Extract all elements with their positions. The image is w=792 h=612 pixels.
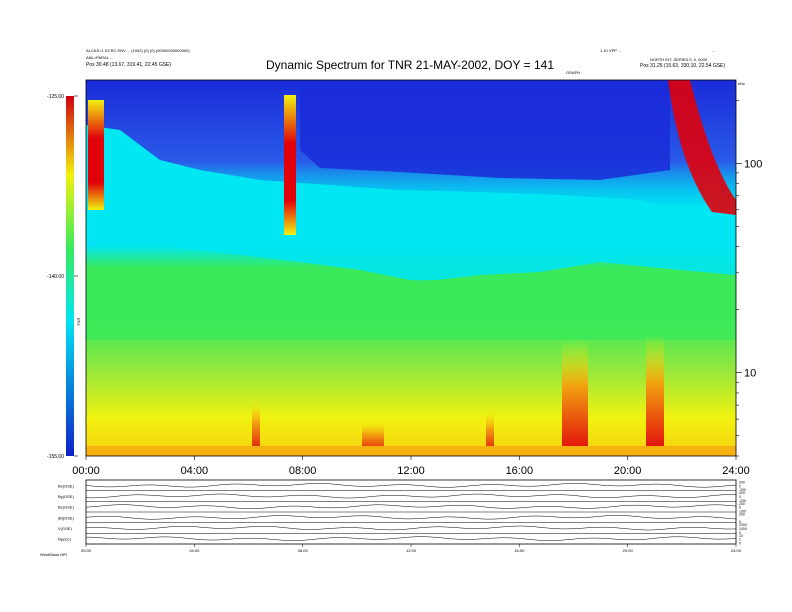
y-tick-label: 100 xyxy=(744,158,762,170)
header-right-line3: Pos 31.25 (15.63, 330.10, 22.54 GSE) xyxy=(640,63,726,69)
x-tick-label: 24:00 xyxy=(722,465,750,477)
header-center-small: GRAPH xyxy=(566,70,581,75)
panel-right-tick: 0 xyxy=(739,531,741,535)
colorbar-tick-label: -155.00 xyxy=(47,454,64,460)
lower-x-tick-label: 08:00 xyxy=(298,548,309,553)
red-arc xyxy=(668,80,736,215)
lower-x-tick-label: 12:00 xyxy=(406,548,417,553)
panel-label: V(GSE) xyxy=(58,526,72,531)
x-tick-label: 00:00 xyxy=(72,465,100,477)
lower-x-tick-label: 04:00 xyxy=(189,548,200,553)
panel-right-tick: 0 xyxy=(739,520,741,524)
y-tick-label: 10 xyxy=(744,368,756,380)
panel-right-tick: 10 xyxy=(739,534,743,538)
panel-right-tick: 200 xyxy=(739,502,745,506)
lower-x-tick-label: 20:00 xyxy=(623,548,634,553)
panel-right-tick: -200 xyxy=(739,488,746,492)
lower-x-tick-label: 16:00 xyxy=(514,548,525,553)
green-continuum xyxy=(86,280,736,340)
low-burst-21h xyxy=(646,335,664,456)
panel-trace xyxy=(85,515,737,520)
burst-column-morning xyxy=(284,95,296,235)
colorbar-label: TNR xyxy=(76,318,81,326)
colorbar-tick-label: -140.00 xyxy=(47,274,64,280)
deep-blue-core xyxy=(300,80,670,180)
panel-right-tick: 0 xyxy=(739,495,741,499)
panel-right-tick: -200 xyxy=(739,499,746,503)
low-burst-15h xyxy=(486,410,494,456)
panel-right-tick: 1000 xyxy=(739,527,747,531)
burst-column-early xyxy=(88,100,104,210)
x-tick-label: 20:00 xyxy=(614,465,642,477)
low-burst-06h xyxy=(252,400,260,456)
header-left-line1: ALCAS=1 DCRC ENV ... (1002) (0) (0) (000… xyxy=(86,48,190,53)
colorbar xyxy=(66,96,74,456)
spectrogram xyxy=(86,80,736,456)
chart-title: Dynamic Spectrum for TNR 21-MAY-2002, DO… xyxy=(265,58,554,72)
panel-label: |B|(GSE) xyxy=(58,515,75,520)
panel-label: Bz(GSE) xyxy=(58,505,74,510)
panel-right-tick: 200 xyxy=(739,491,745,495)
low-burst-18h xyxy=(562,340,588,456)
header-right-line2: NORTH INT. SERIES 0, 0, 0000 xyxy=(650,57,708,62)
header-left-line3: Pos 30.48 (13.67, 319.41, 22.45 GSE) xyxy=(86,62,172,68)
panel-right-tick: -200 xyxy=(739,510,746,514)
footer-left-label: Wind/Mars MFI xyxy=(40,552,67,557)
panel-trace xyxy=(85,493,737,499)
x-tick-label: 12:00 xyxy=(397,465,425,477)
x-tick-label: 04:00 xyxy=(181,465,209,477)
header-right-line1: 1.10 VPP ... xyxy=(600,48,622,53)
panel-right-tick: 0 xyxy=(739,506,741,510)
panel-label: By(GSE) xyxy=(58,494,74,499)
panel-trace xyxy=(85,483,737,488)
panel-right-tick: 0 xyxy=(739,542,741,546)
panel-right-tick: 0 xyxy=(739,484,741,488)
panel-trace xyxy=(85,504,737,509)
panel-right-tick: 200 xyxy=(739,481,745,485)
panel-trace xyxy=(85,536,737,541)
x-tick-label: 16:00 xyxy=(506,465,534,477)
panel-right-tick: 1 xyxy=(739,538,741,542)
lower-x-tick-label: 00:00 xyxy=(81,548,92,553)
panel-label: Bx(GSE) xyxy=(58,483,74,488)
header-left-line2: ANL=PARAL ... xyxy=(86,55,114,60)
panel-right-tick: 2000 xyxy=(739,523,747,527)
y-axis-unit: kHz xyxy=(738,81,745,86)
x-tick-label: 08:00 xyxy=(289,465,317,477)
panel-trace xyxy=(85,525,737,531)
colorbar-tick-label: -125.00 xyxy=(47,94,64,100)
cyan-wedge xyxy=(86,205,736,282)
bottom-band xyxy=(86,446,736,456)
header-right-corner: ... xyxy=(712,48,716,53)
panel-right-tick: 200 xyxy=(739,513,745,517)
panel-label: Np(/cc) xyxy=(58,537,72,542)
lower-x-tick-label: 24:00 xyxy=(731,548,742,553)
